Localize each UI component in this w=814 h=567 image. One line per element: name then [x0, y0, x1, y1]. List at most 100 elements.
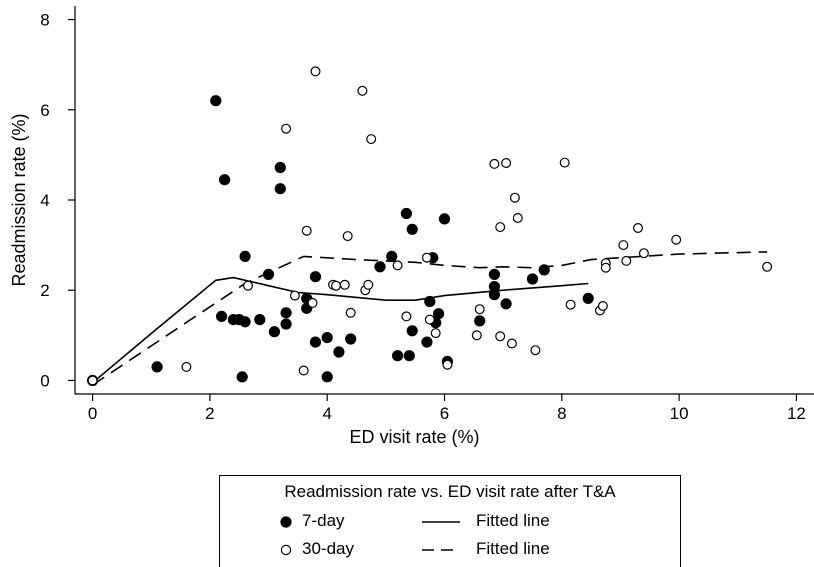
y-axis-title: Readmission rate (%) [9, 113, 29, 286]
data-point-7-day [386, 250, 398, 262]
data-point-30-day [366, 134, 377, 145]
y-tick-label: 4 [40, 191, 49, 210]
x-tick-label: 2 [205, 404, 214, 423]
data-point-7-day [538, 264, 550, 276]
x-tick-label: 10 [670, 404, 689, 423]
legend-label-30-day: 30-day [302, 539, 354, 558]
data-point-30-day [506, 338, 517, 349]
data-point-7-day [424, 295, 436, 308]
data-point-30-day [307, 297, 318, 308]
data-point-30-day [618, 240, 629, 251]
x-tick-label: 4 [322, 404, 331, 423]
data-point-30-day [339, 279, 350, 290]
data-point-30-day [489, 158, 500, 169]
x-tick-label: 0 [88, 404, 97, 423]
data-point-7-day [500, 298, 512, 310]
legend-title: Readmission rate vs. ED visit rate after… [284, 482, 616, 501]
data-point-7-day [151, 361, 163, 373]
x-tick-label: 6 [440, 404, 449, 423]
data-point-7-day [219, 174, 231, 186]
data-point-7-day [216, 310, 228, 322]
data-point-30-day [298, 365, 309, 376]
data-point-7-day [274, 183, 286, 195]
data-point-7-day [392, 350, 404, 362]
data-point-7-day [421, 336, 433, 348]
data-point-7-day [236, 371, 248, 383]
data-point-30-day [565, 299, 576, 310]
data-point-7-day [280, 318, 292, 330]
data-point-7-day [400, 207, 412, 220]
data-point-30-day [495, 222, 506, 233]
data-point-30-day [181, 361, 192, 372]
x-axis-title: ED visit rate (%) [349, 427, 479, 447]
legend: Readmission rate vs. ED visit rate after… [219, 475, 681, 567]
y-tick-label: 2 [40, 281, 49, 300]
dashed-line-icon [422, 549, 460, 551]
data-point-30-day [501, 158, 512, 169]
data-point-30-day [421, 252, 432, 263]
data-point-30-day [310, 66, 321, 77]
data-point-7-day [309, 336, 322, 348]
data-point-30-day [530, 345, 541, 356]
data-point-30-day [671, 234, 682, 245]
data-point-30-day [87, 375, 98, 386]
data-point-30-day [301, 225, 312, 236]
data-point-7-day [210, 95, 222, 107]
data-point-30-day [474, 304, 485, 315]
data-point-30-day [632, 223, 643, 234]
data-point-7-day [433, 308, 445, 320]
data-point-7-day [488, 268, 500, 280]
data-point-7-day [321, 332, 333, 344]
data-point-7-day [406, 223, 418, 235]
data-point-30-day [638, 248, 649, 259]
data-point-7-day [268, 326, 280, 338]
filled-circle-marker-icon [280, 516, 292, 528]
data-point-30-day [289, 290, 300, 301]
data-point-30-day [345, 307, 356, 318]
data-point-30-day [471, 330, 482, 341]
legend-entry-7-day: 7-day Fitted line [220, 510, 680, 534]
x-tick-label: 8 [557, 404, 566, 423]
data-point-30-day [392, 260, 403, 271]
solid-line-icon [422, 521, 460, 523]
data-point-30-day [512, 213, 523, 224]
data-point-7-day [239, 316, 251, 328]
data-point-7-day [309, 271, 322, 283]
data-point-7-day [262, 268, 275, 280]
data-point-30-day [363, 279, 374, 290]
data-point-7-day [406, 325, 418, 337]
data-point-30-day [495, 331, 506, 342]
data-point-30-day [762, 261, 773, 272]
y-tick-label: 8 [40, 11, 49, 30]
data-point-30-day [243, 280, 254, 291]
y-tick-label: 6 [40, 101, 49, 120]
data-point-30-day [597, 301, 608, 312]
legend-fitted-line-solid-label: Fitted line [476, 511, 550, 530]
hollow-circle-marker-icon [280, 544, 292, 556]
data-point-7-day [280, 307, 292, 319]
legend-fitted-line-dashed-label: Fitted line [476, 539, 550, 558]
data-point-7-day [321, 371, 333, 383]
data-point-30-day [559, 157, 570, 168]
data-point-30-day [442, 359, 453, 370]
data-point-7-day [403, 350, 415, 362]
y-tick-label: 0 [40, 371, 49, 390]
data-point-30-day [331, 280, 342, 291]
data-point-7-day [526, 273, 539, 285]
data-point-7-day [333, 346, 345, 358]
data-point-7-day [582, 292, 594, 304]
legend-entry-30-day: 30-day Fitted line [220, 538, 680, 562]
data-point-30-day [281, 123, 292, 134]
data-point-30-day [401, 311, 412, 322]
data-point-30-day [509, 192, 520, 203]
data-point-30-day [357, 85, 368, 96]
fitted-line-7-day [92, 276, 589, 384]
data-point-7-day [474, 315, 486, 327]
data-point-7-day [254, 314, 266, 326]
data-point-30-day [430, 328, 441, 339]
data-point-7-day [488, 289, 500, 301]
data-point-30-day [424, 314, 435, 325]
data-point-7-day [438, 213, 451, 225]
data-point-7-day [345, 333, 357, 345]
data-point-30-day [621, 255, 632, 266]
